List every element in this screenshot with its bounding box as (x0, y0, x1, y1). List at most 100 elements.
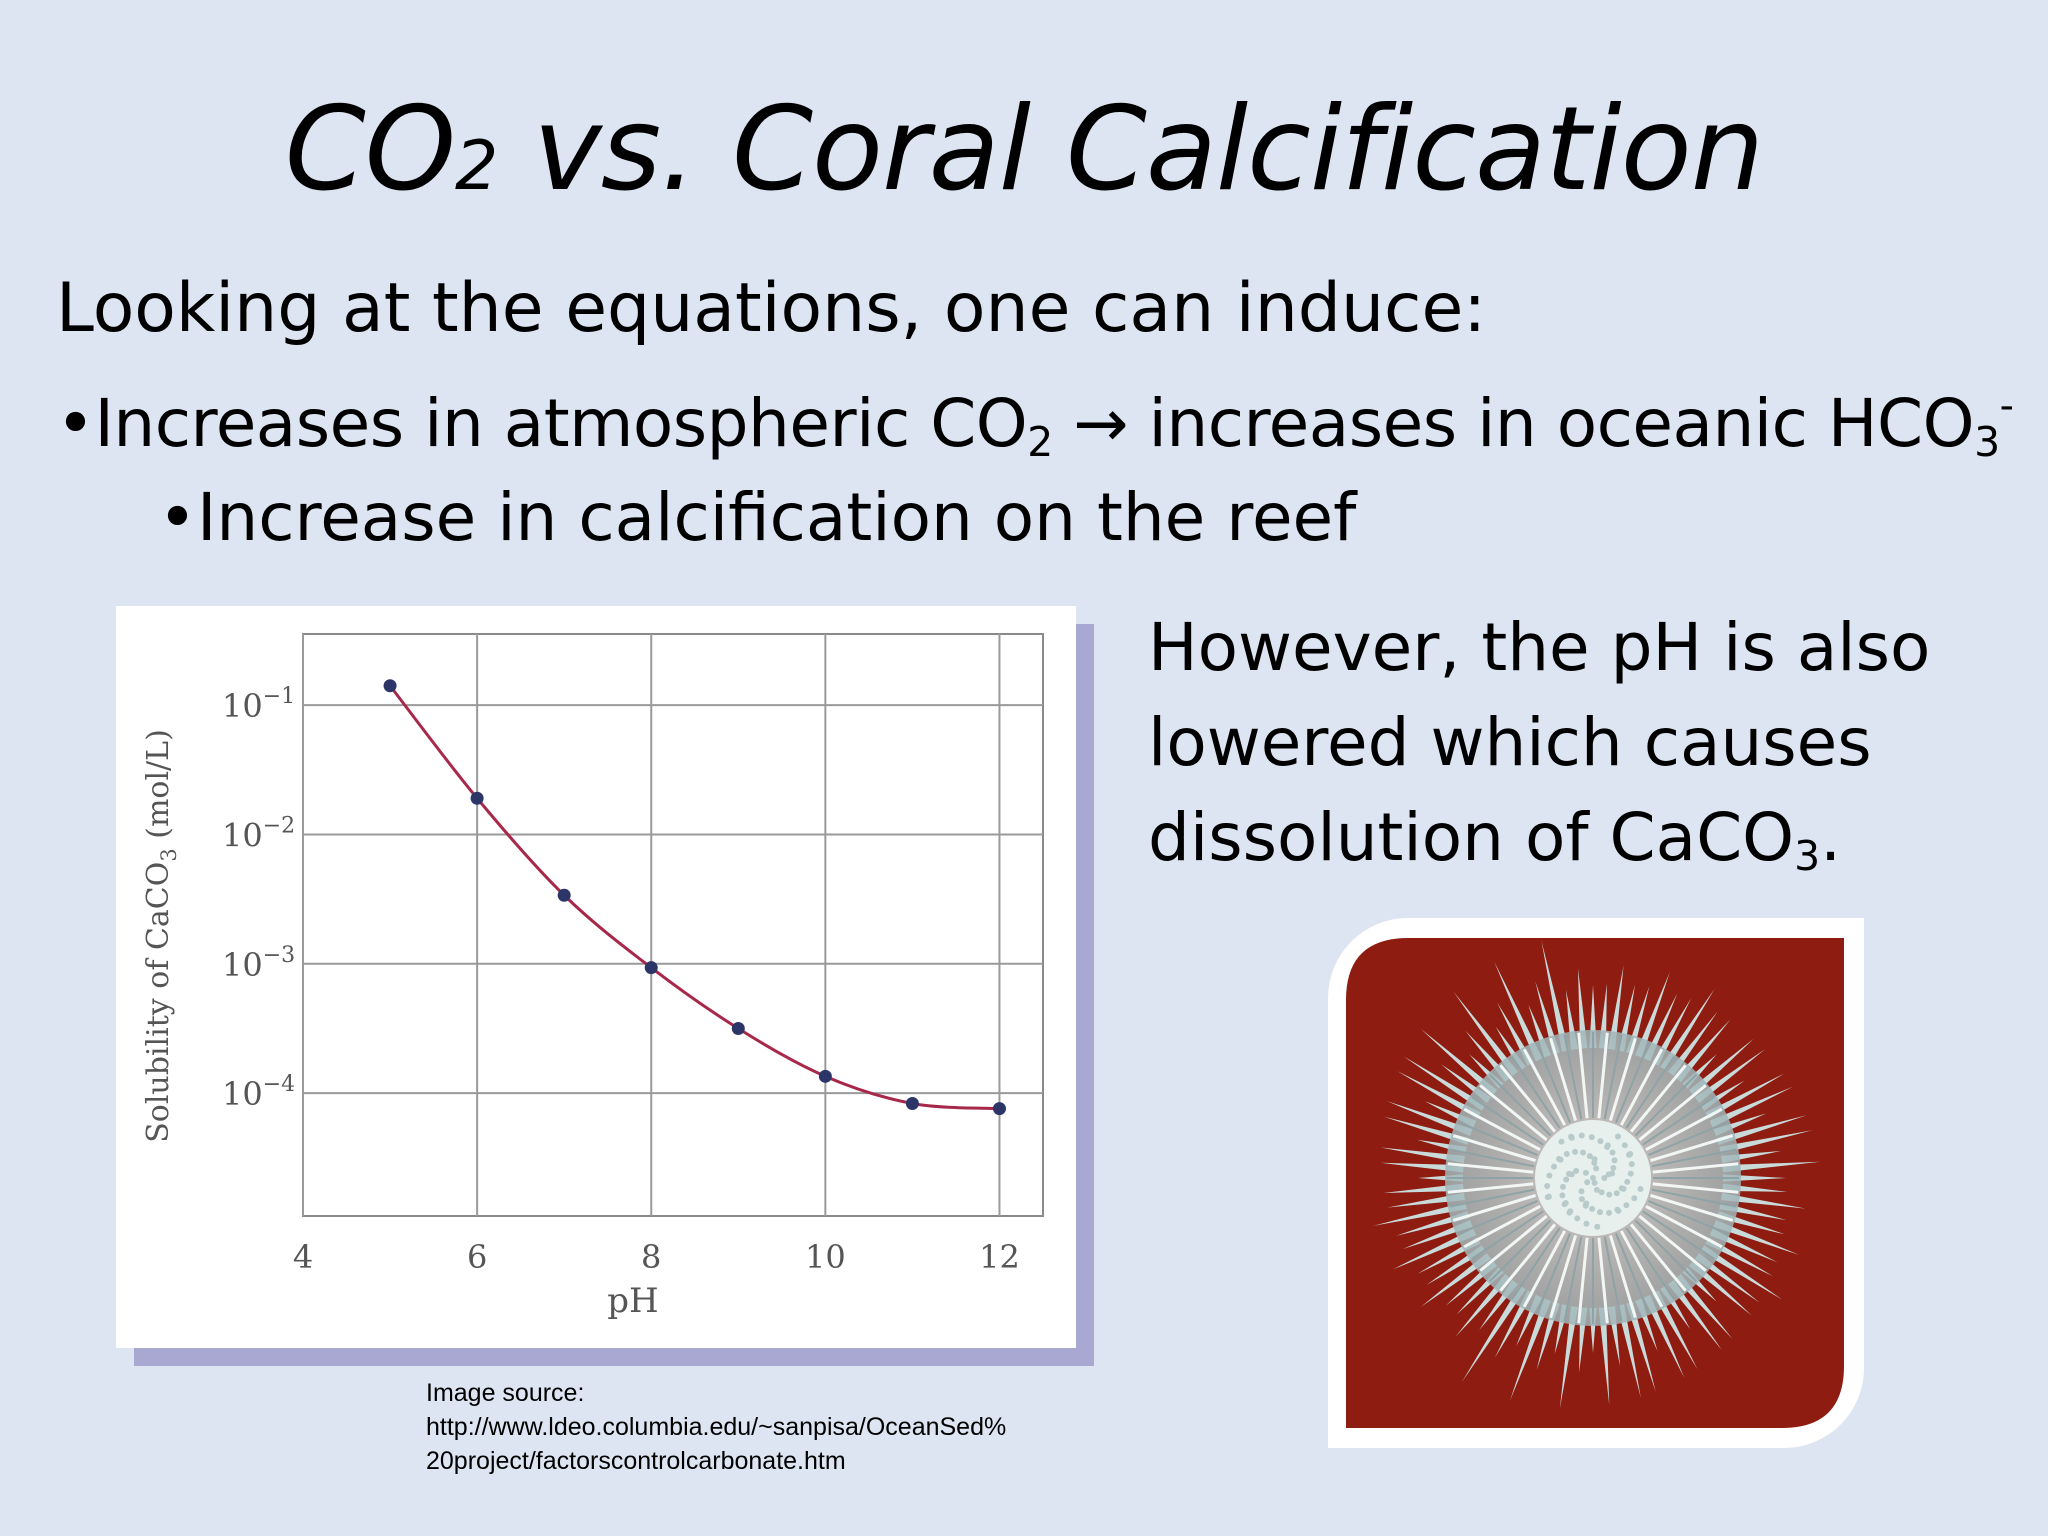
x-tick-label: 6 (467, 1238, 487, 1276)
x-tick-label: 8 (641, 1238, 661, 1276)
bullet1-sup2: - (1999, 382, 2014, 429)
solubility-curve (388, 684, 1000, 1111)
coral-septum (1471, 1096, 1544, 1146)
coral-texture-dot (1578, 1196, 1585, 1203)
x-tick-label: 12 (979, 1238, 1020, 1276)
coral-texture-dot (1582, 1202, 1589, 1209)
coral-texture-dot (1572, 1148, 1579, 1155)
coral-texture-dot (1613, 1190, 1620, 1197)
coral-septum (1597, 1237, 1609, 1324)
y-tick-label: 10−4 (222, 1072, 295, 1113)
coral-spike (1626, 1301, 1656, 1392)
coral-septum (1603, 1034, 1623, 1120)
coral-spike (1722, 1161, 1821, 1173)
chart-svg: 4 6 8 10 12 10−1 10−2 10−3 10−4 pH Solubility of… (141, 633, 1044, 1321)
coral-septum (1522, 1048, 1567, 1126)
coral-septum (1449, 1148, 1535, 1168)
coral-texture-dot (1637, 1185, 1644, 1192)
coral-spike (1660, 988, 1715, 1071)
y-tick-label: 10−2 (222, 813, 295, 854)
bullet1-sub2: 3 (1974, 418, 2000, 467)
coral-septum (1452, 1193, 1537, 1222)
coral-photo (1346, 938, 1844, 1428)
coral-texture-dot (1561, 1201, 1568, 1208)
coral-septum (1471, 1210, 1544, 1260)
coral-septum (1499, 1223, 1557, 1292)
coral-skeleton (1373, 940, 1821, 1409)
coral-texture-dot (1559, 1192, 1566, 1199)
coral-texture-dot (1610, 1164, 1617, 1171)
coral-septum (1619, 1230, 1664, 1308)
coral-texture-dot (1598, 1189, 1605, 1196)
coral-septum (1649, 1193, 1734, 1222)
title-prefix: CO (284, 82, 456, 217)
bullet-calcification: •Increase in calcification on the reef (158, 480, 1356, 556)
coral-septa (1447, 1032, 1739, 1324)
coral-septum (1634, 1074, 1697, 1137)
side-text-end: . (1820, 799, 1842, 876)
coral-septum (1577, 1032, 1589, 1119)
coral-texture-dot (1583, 1220, 1590, 1227)
coral-septum (1642, 1210, 1715, 1260)
coral-texture-dot (1566, 1170, 1573, 1177)
coral-septum (1577, 1237, 1589, 1324)
data-point (557, 888, 571, 902)
x-tick-label: 4 (293, 1238, 313, 1276)
data-point (731, 1021, 745, 1035)
coral-spike (1598, 1307, 1610, 1406)
y-tick-label: 10−3 (222, 943, 295, 984)
side-text-main: However, the pH is also lowered which ca… (1148, 609, 1931, 876)
coral-texture-dot (1594, 1223, 1601, 1230)
x-axis-label: pH (607, 1281, 658, 1321)
coral-septum (1479, 1214, 1548, 1272)
image-source-note: Image source: http://www.ldeo.columbia.e… (426, 1376, 1066, 1478)
coral-spike (1541, 940, 1569, 1052)
x-tick-label: 10 (805, 1238, 846, 1276)
source-line-3: 20project/factorscontrolcarbonate.htm (426, 1447, 846, 1475)
coral-texture-dot (1628, 1161, 1635, 1168)
coral-septum (1447, 1162, 1534, 1174)
side-text-sub: 3 (1794, 832, 1821, 881)
coral-septum (1536, 1233, 1571, 1314)
title-subscript: 2 (455, 127, 498, 206)
arrow-icon: → (1052, 385, 1149, 462)
coral-texture-dot (1611, 1157, 1618, 1164)
coral-septum (1499, 1064, 1557, 1133)
coral-septum (1563, 1034, 1583, 1120)
coral-texture-dot (1624, 1178, 1631, 1185)
coral-texture-dot (1615, 1207, 1622, 1214)
coral-septum (1608, 1234, 1637, 1319)
coral-septum (1511, 1056, 1561, 1129)
source-line-2: http://www.ldeo.columbia.edu/~sanpisa/Oc… (426, 1413, 1007, 1441)
y-axis-label-sub: 3 (157, 848, 181, 861)
coral-texture-dot (1597, 1138, 1604, 1145)
coral-texture-dot (1584, 1179, 1591, 1186)
coral-texture-dot (1590, 1175, 1596, 1181)
bullet-marker: • (158, 479, 197, 556)
coral-septum (1489, 1074, 1552, 1137)
data-point (905, 1096, 919, 1110)
coral-spike (1386, 1101, 1473, 1136)
coral-septum (1625, 1056, 1675, 1129)
coral-spike (1494, 961, 1543, 1062)
coral-septum (1648, 1121, 1729, 1156)
coral-spike (1383, 1183, 1464, 1193)
coral-septum (1652, 1182, 1739, 1194)
coral-septum (1625, 1227, 1675, 1300)
coral-septum (1522, 1230, 1567, 1308)
bullet1-sub1: 2 (1027, 418, 1053, 467)
data-point (383, 679, 397, 693)
coral-texture-dot (1591, 1179, 1598, 1186)
coral-texture-dot (1609, 1170, 1616, 1177)
bullet-marker: • (56, 385, 95, 462)
coral-septum (1449, 1188, 1535, 1208)
coral-septum (1536, 1042, 1571, 1123)
data-point (644, 961, 658, 975)
coral-septum (1549, 1037, 1578, 1122)
coral-spike (1559, 1306, 1579, 1409)
coral-texture-dot (1601, 1174, 1608, 1181)
coral-texture-dot (1596, 1209, 1603, 1216)
bullet2-text: Increase in calcification on the reef (196, 479, 1357, 556)
data-point (470, 791, 484, 805)
coral-spike (1719, 1130, 1813, 1154)
